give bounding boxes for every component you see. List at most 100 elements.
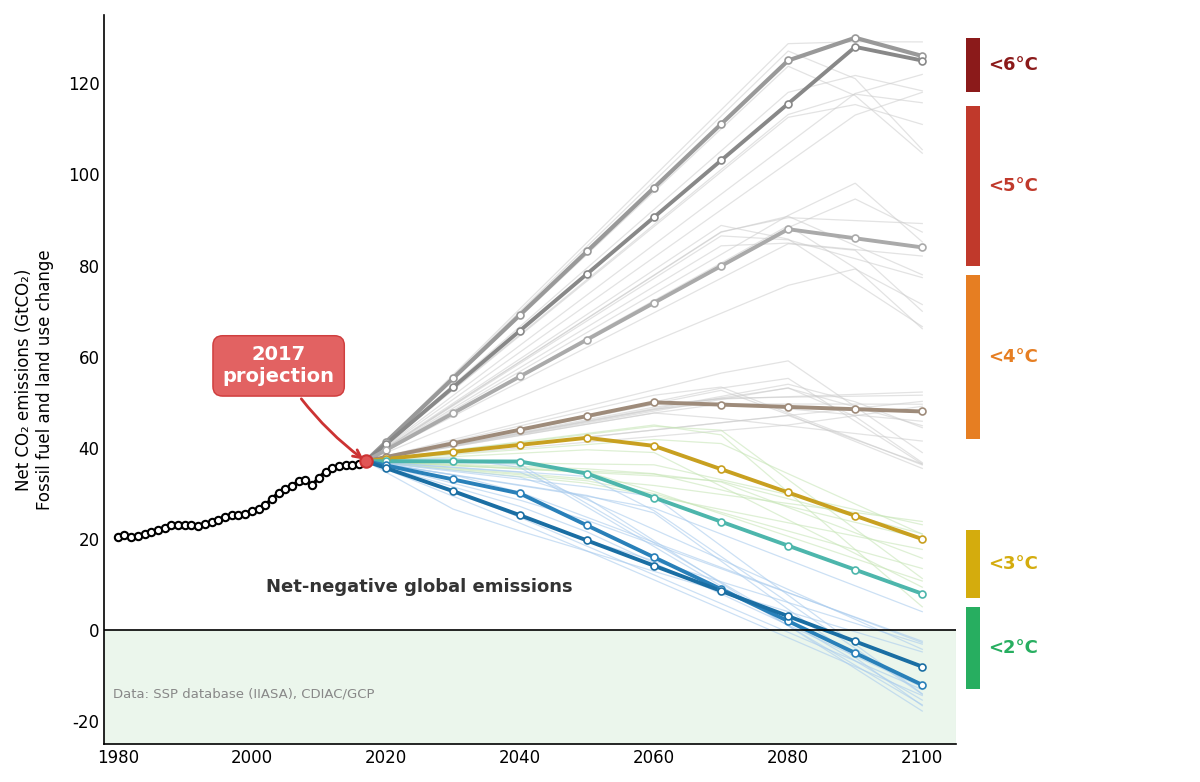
Point — [913, 661, 932, 673]
Point — [142, 526, 161, 539]
Point — [377, 450, 396, 463]
Point — [510, 487, 529, 500]
Point — [168, 519, 187, 532]
Text: Data: SSP database (IIASA), CDIAC/GCP: Data: SSP database (IIASA), CDIAC/GCP — [113, 687, 374, 701]
Point — [296, 474, 316, 486]
Point — [577, 432, 596, 444]
Point — [577, 333, 596, 346]
Point — [121, 531, 140, 543]
Point — [779, 540, 798, 552]
Point — [128, 530, 148, 543]
Point — [644, 396, 664, 409]
Point — [276, 482, 295, 495]
Point — [644, 559, 664, 572]
Point — [846, 635, 865, 647]
Text: <6°C: <6°C — [988, 56, 1038, 74]
Point — [510, 325, 529, 337]
Point — [712, 515, 731, 528]
Point — [644, 439, 664, 452]
Point — [510, 423, 529, 436]
Point — [263, 492, 282, 504]
Point — [577, 519, 596, 532]
Point — [779, 610, 798, 622]
Point — [443, 485, 462, 497]
Point — [712, 154, 731, 167]
Point — [443, 455, 462, 468]
Point — [443, 381, 462, 393]
Point — [644, 211, 664, 224]
Point — [377, 462, 396, 475]
Point — [712, 398, 731, 411]
Point — [577, 410, 596, 422]
Text: <4°C: <4°C — [988, 348, 1038, 366]
Point — [229, 509, 248, 522]
FancyBboxPatch shape — [966, 608, 979, 690]
Point — [202, 516, 221, 529]
Point — [323, 461, 342, 474]
Point — [356, 455, 376, 468]
Point — [289, 475, 308, 487]
Text: <3°C: <3°C — [988, 555, 1038, 573]
Point — [282, 479, 301, 492]
Point — [712, 583, 731, 595]
Point — [115, 529, 134, 542]
Point — [349, 458, 368, 471]
Point — [913, 405, 932, 418]
Point — [913, 54, 932, 66]
Point — [913, 533, 932, 545]
Point — [175, 519, 194, 532]
Point — [846, 31, 865, 44]
Point — [712, 118, 731, 131]
Y-axis label: Net CO₂ emissions (GtCO₂)
Fossil fuel and land use change: Net CO₂ emissions (GtCO₂) Fossil fuel an… — [14, 249, 54, 510]
Point — [913, 587, 932, 600]
Text: <2°C: <2°C — [988, 640, 1038, 658]
Point — [712, 463, 731, 475]
Point — [443, 473, 462, 486]
Point — [356, 455, 376, 468]
Point — [644, 551, 664, 564]
Bar — [104, 630, 955, 744]
Point — [644, 181, 664, 194]
Point — [235, 508, 254, 520]
Point — [779, 54, 798, 66]
Point — [336, 459, 355, 472]
Point — [377, 455, 396, 468]
Point — [209, 514, 228, 526]
Point — [343, 459, 362, 472]
FancyBboxPatch shape — [966, 274, 979, 439]
Point — [242, 504, 262, 517]
Point — [644, 491, 664, 504]
Point — [913, 679, 932, 691]
Point — [269, 486, 288, 499]
FancyBboxPatch shape — [966, 38, 979, 92]
Text: 2017
projection: 2017 projection — [223, 346, 361, 457]
Point — [846, 647, 865, 659]
Point — [577, 267, 596, 280]
Point — [510, 370, 529, 382]
Point — [779, 98, 798, 110]
Point — [577, 245, 596, 257]
Point — [779, 615, 798, 627]
Point — [846, 510, 865, 522]
Point — [377, 459, 396, 472]
Point — [846, 564, 865, 576]
Point — [510, 455, 529, 468]
FancyBboxPatch shape — [966, 530, 979, 598]
Point — [188, 519, 208, 532]
Point — [846, 403, 865, 415]
Point — [377, 436, 396, 448]
Point — [377, 453, 396, 465]
FancyBboxPatch shape — [966, 106, 979, 266]
Point — [913, 50, 932, 63]
Point — [577, 534, 596, 547]
Point — [779, 486, 798, 499]
Point — [644, 296, 664, 309]
Point — [846, 41, 865, 53]
Point — [913, 241, 932, 253]
Point — [248, 502, 268, 515]
Point — [443, 372, 462, 385]
Text: <5°C: <5°C — [988, 177, 1038, 195]
Point — [149, 524, 168, 536]
Point — [256, 499, 275, 511]
Point — [222, 508, 241, 521]
